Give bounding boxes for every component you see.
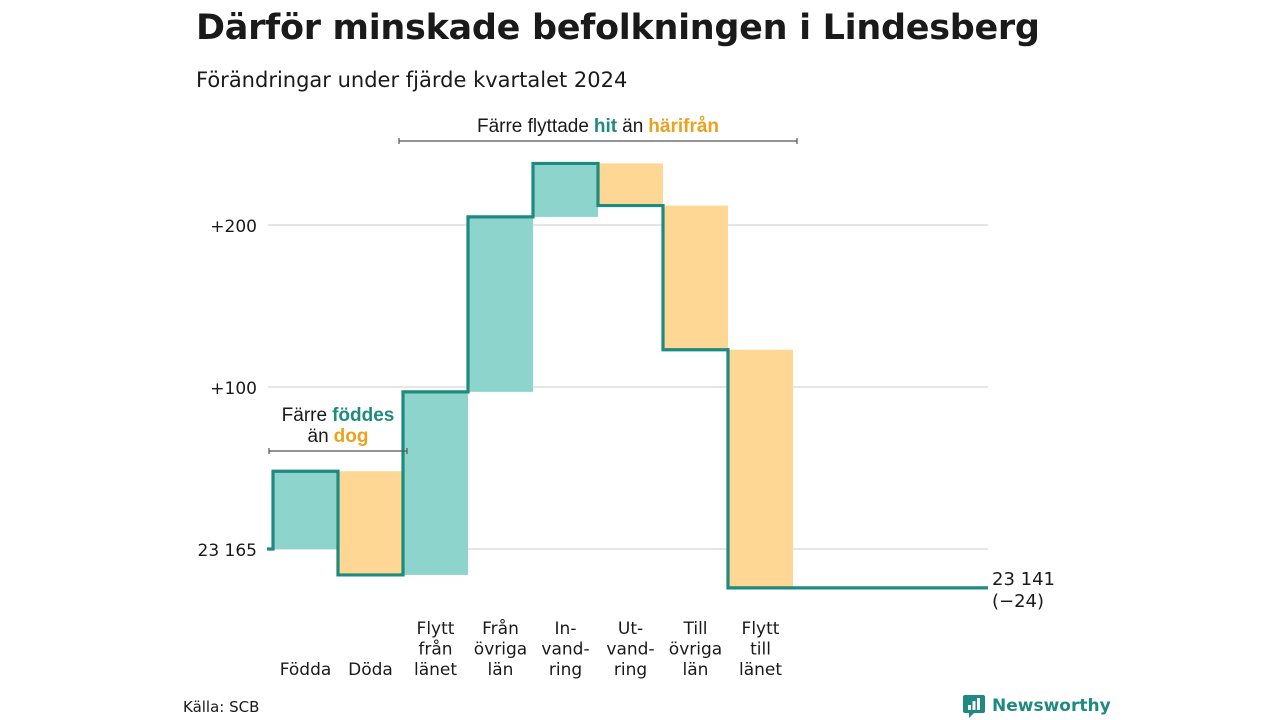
- bar-flytt-fran-lanet: [403, 391, 468, 575]
- x-label-line: Döda: [348, 660, 393, 680]
- x-label-line: länet: [414, 660, 457, 680]
- end-change-label: (−24): [992, 591, 1044, 612]
- annotation-text-inflow: föddes: [332, 405, 394, 426]
- x-label-line: Födda: [280, 660, 332, 680]
- newsworthy-logo-icon: [963, 695, 985, 718]
- y-tick-label: +100: [210, 379, 257, 399]
- x-label-doda: Döda: [348, 660, 393, 680]
- x-label-line: län: [683, 660, 709, 680]
- x-label-line: Flytt: [417, 619, 455, 639]
- x-label-line: till: [750, 640, 771, 660]
- x-label-flytt-till-lanet: Flytt till länet: [739, 619, 782, 680]
- x-label-line: länet: [739, 660, 782, 680]
- x-label-line: Flytt: [742, 619, 780, 639]
- x-label-flytt-fran-lanet: Flytt från länet: [414, 619, 457, 680]
- step-line: [267, 161, 988, 590]
- chart-subtitle: Förändringar under fjärde kvartalet 2024: [196, 68, 628, 92]
- annotation-line: Färre flyttade hit än härifrån: [477, 116, 719, 137]
- bar-utvandring: [598, 163, 663, 206]
- bar-fodda: [273, 471, 338, 549]
- y-tick-label: 23 165: [198, 541, 257, 561]
- annotation-text-plain: än: [622, 116, 643, 137]
- x-label-line: Ut-: [618, 619, 643, 639]
- bar-flytt-till-lanet: [728, 349, 793, 588]
- annotation-text-plain: än: [308, 426, 329, 447]
- annotation-text-inflow: hit: [594, 116, 618, 137]
- y-tick-label: +200: [210, 217, 257, 237]
- x-label-line: län: [488, 660, 514, 680]
- annotation-text-outflow: dog: [334, 426, 369, 447]
- x-label-line: övriga: [669, 640, 722, 660]
- x-label-fran-ovriga-lan: Från övriga län: [474, 618, 527, 680]
- x-label-line: Till: [682, 619, 707, 639]
- annotation-text-plain: Färre flyttade: [477, 116, 589, 137]
- bar-doda: [338, 471, 403, 575]
- x-label-invandring: In-vand-ring: [541, 619, 589, 680]
- brand-name: Newsworthy: [992, 696, 1111, 716]
- x-label-line: från: [418, 639, 452, 660]
- x-label-line: ring: [614, 660, 647, 680]
- x-label-till-ovriga-lan: Till övriga län: [669, 619, 722, 680]
- end-total-label: 23 141(−24): [992, 569, 1055, 612]
- annotation-line: Färre föddes: [282, 405, 395, 426]
- bar-till-ovriga-lan: [663, 205, 728, 350]
- x-label-line: vand-: [541, 640, 589, 660]
- x-label-utvandring: Ut-vand-ring: [606, 619, 654, 680]
- x-label-line: Från: [482, 618, 519, 639]
- running-total-line: [267, 161, 988, 590]
- bar-invandring: [533, 163, 598, 217]
- y-axis-tick-labels: 23 165 +100 +200: [198, 217, 257, 561]
- x-label-line: In-: [555, 619, 577, 639]
- x-label-line: övriga: [474, 640, 527, 660]
- x-label-fodda: Födda: [280, 660, 332, 680]
- bars: [273, 163, 793, 588]
- annotation-migration: Färre flyttade hit än härifrån: [398, 116, 798, 144]
- brand-logo[interactable]: Newsworthy: [962, 693, 1111, 719]
- end-value-label: 23 141: [992, 569, 1055, 590]
- source-note: Källa: SCB: [183, 698, 260, 716]
- chart-title: Därför minskade befolkningen i Lindesber…: [196, 8, 1040, 48]
- annotation-line: än dog: [308, 426, 369, 447]
- bar-fran-ovriga-lan: [468, 216, 533, 392]
- annotation-text-plain: Färre: [282, 405, 327, 426]
- annotation-text-outflow: härifrån: [648, 116, 719, 137]
- x-label-line: vand-: [606, 640, 654, 660]
- x-label-line: ring: [549, 660, 582, 680]
